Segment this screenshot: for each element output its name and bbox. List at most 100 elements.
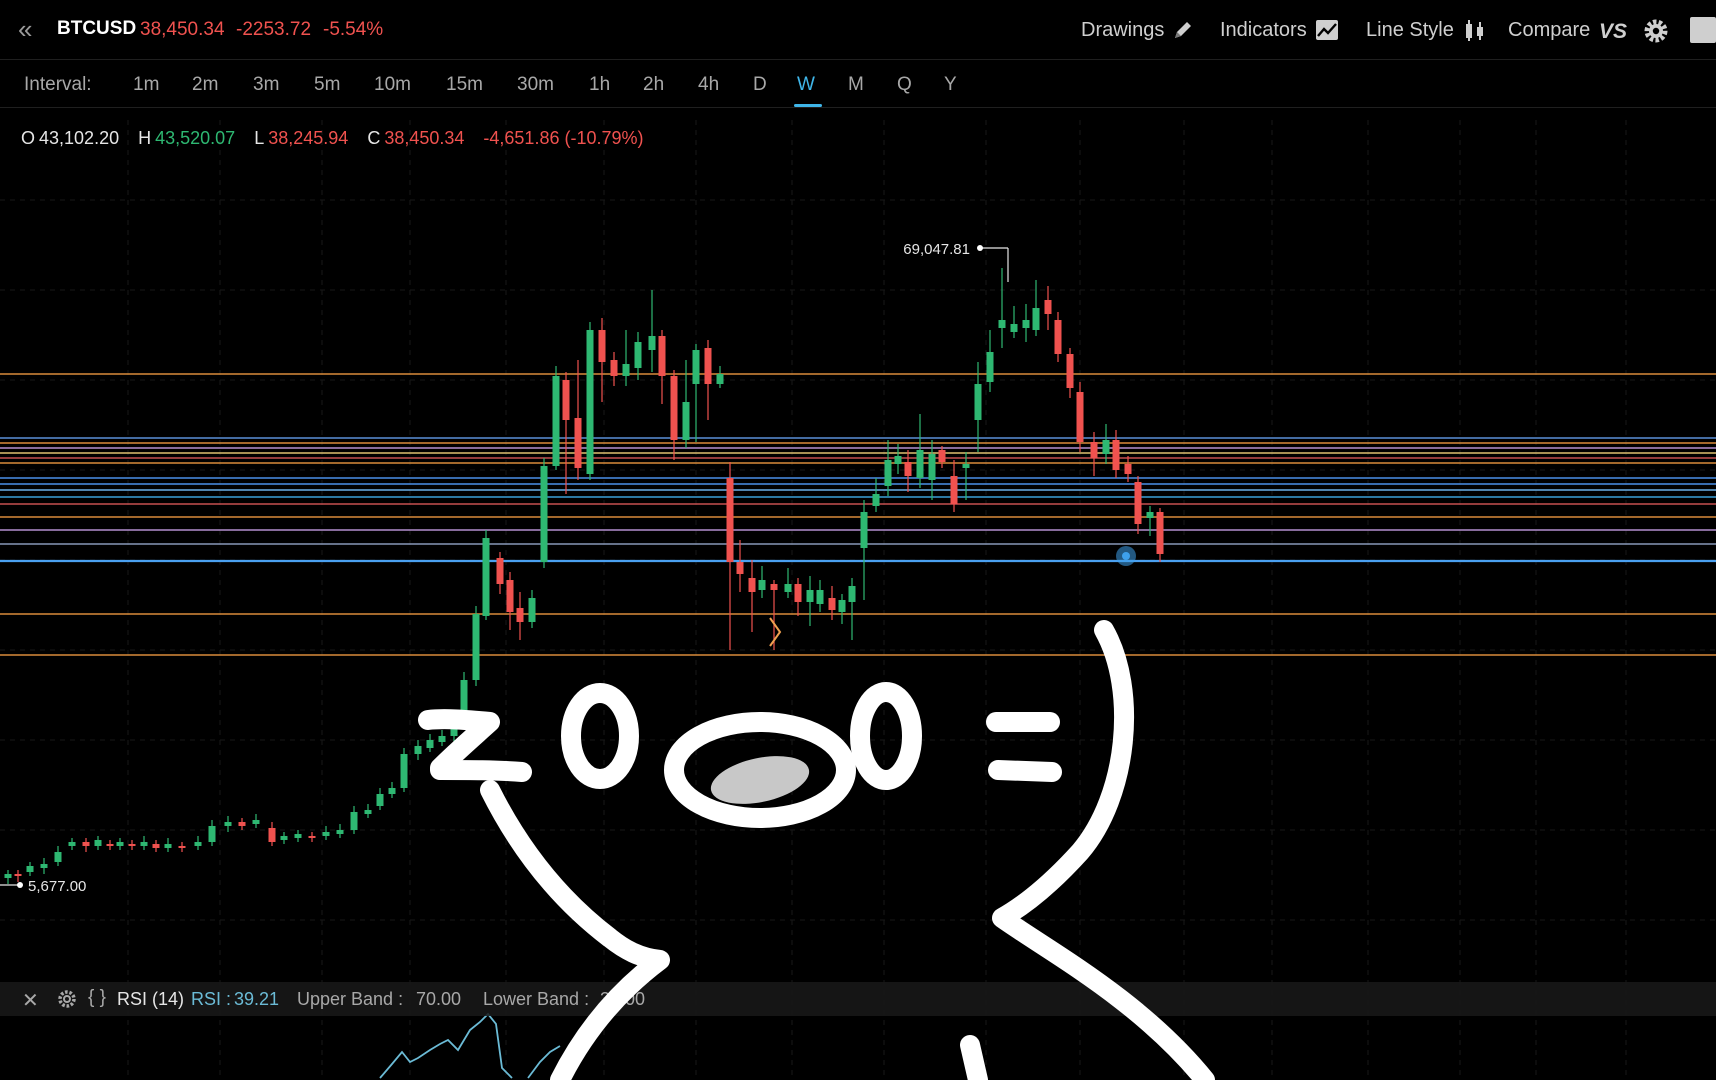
interval-1m[interactable]: 1m [133, 74, 160, 95]
candle-up [860, 500, 868, 600]
candle-down [938, 446, 946, 468]
candle-up [894, 444, 902, 474]
interval-4h[interactable]: 4h [698, 74, 720, 95]
interval-2m[interactable]: 2m [192, 74, 219, 95]
candle-up [450, 710, 458, 742]
lower-band-value: 30.00 [600, 989, 646, 1009]
interval-30m[interactable]: 30m [517, 74, 554, 95]
line-style-button[interactable]: Line Style [1366, 16, 1486, 44]
candle-down [770, 580, 778, 650]
open-label: O [21, 128, 36, 148]
candle-down [828, 586, 836, 620]
candle-up [294, 830, 302, 842]
candle-up [4, 870, 12, 884]
candle-up [26, 862, 34, 876]
candle-up [962, 452, 970, 500]
candle-up [552, 366, 560, 470]
candle-up [472, 606, 480, 686]
ohlc-readout: O 43,102.20 H 43,520.07 L 38,245.94 C 38,450… [21, 128, 648, 149]
interval-y[interactable]: Y [944, 74, 957, 95]
candle-up [758, 566, 766, 598]
interval-bar: Interval: 1m 2m 3m 5m 10m 15m 30m 1h 2h … [0, 60, 1716, 108]
candle-up [350, 806, 358, 834]
candle-down [128, 840, 136, 850]
indicators-button[interactable]: Indicators [1220, 16, 1339, 44]
candle-up [460, 672, 468, 722]
candle-up [1010, 306, 1018, 338]
candle-down [1076, 382, 1084, 452]
compare-button[interactable]: Compare VS [1508, 16, 1628, 44]
candle-down [1044, 286, 1052, 330]
candle-up [528, 590, 536, 628]
high-annotation-label: 69,047.81 [903, 241, 970, 258]
candle-down [1112, 430, 1120, 478]
drawings-label: Drawings [1081, 18, 1165, 41]
candle-up [438, 730, 446, 746]
interval-1h[interactable]: 1h [589, 74, 611, 95]
candle-down [950, 460, 958, 512]
candle-up [648, 290, 656, 372]
crosshair-marker [1116, 546, 1136, 566]
candlestick-series [4, 268, 1164, 884]
code-braces-icon[interactable]: { } [88, 987, 106, 1008]
candle-up [986, 330, 994, 392]
candle-up [682, 360, 690, 448]
symbol-name[interactable]: BTCUSD [57, 18, 137, 39]
candle-up [622, 330, 630, 386]
interval-2h[interactable]: 2h [643, 74, 665, 95]
top-bar: « BTCUSD 38,450.34 -2253.72 -5.54% Drawi… [0, 0, 1716, 60]
low-annotation: 5,677.00 [0, 878, 86, 895]
candle-up [400, 748, 408, 792]
line-style-label: Line Style [1366, 18, 1454, 41]
indicators-label: Indicators [1220, 18, 1307, 41]
high-annotation: 69,047.81 [903, 241, 1009, 282]
candle-down [506, 572, 514, 630]
gear-icon[interactable] [1643, 18, 1669, 44]
drawings-button[interactable]: Drawings [1081, 16, 1194, 44]
close-icon[interactable]: ✕ [22, 990, 39, 1012]
rsi-line-right [527, 1045, 561, 1079]
interval-w[interactable]: W [797, 74, 815, 95]
interval-3m[interactable]: 3m [253, 74, 280, 95]
candle-up [40, 858, 48, 874]
candle-down [598, 318, 606, 402]
gear-icon[interactable] [57, 989, 77, 1009]
upper-band-value: 70.00 [416, 989, 462, 1009]
interval-10m[interactable]: 10m [374, 74, 411, 95]
candle-up [280, 832, 288, 844]
candle-down [496, 552, 504, 594]
low-annotation-label: 5,677.00 [28, 878, 86, 895]
candle-up [928, 440, 936, 500]
candle-up [838, 594, 846, 624]
rsi-title: RSI (14) [117, 989, 185, 1009]
candle-up [916, 414, 924, 488]
low-label: L [254, 128, 265, 148]
interval-m[interactable]: M [848, 74, 864, 95]
candle-down [106, 840, 114, 850]
chart-grid [0, 120, 1716, 1080]
square-icon[interactable] [1690, 17, 1716, 43]
high-value: 43,520.07 [155, 128, 236, 148]
interval-5m[interactable]: 5m [314, 74, 341, 95]
candle-up [364, 804, 372, 818]
candle-down [1134, 476, 1142, 534]
candle-up [1022, 304, 1030, 342]
interval-q[interactable]: Q [897, 74, 912, 95]
pencil-icon [1175, 22, 1192, 38]
double-chevron-left-icon[interactable]: « [18, 14, 33, 44]
candle-down [794, 578, 802, 616]
candle-up [68, 838, 76, 850]
candle-down [748, 560, 756, 632]
close-label: C [367, 128, 381, 148]
candle-down [82, 838, 90, 852]
interval-15m[interactable]: 15m [446, 74, 483, 95]
candle-up [482, 530, 490, 620]
interval-d[interactable]: D [753, 74, 767, 95]
ohlc-change: -4,651.86 (-10.79%) [483, 128, 644, 148]
candle-up [224, 816, 232, 832]
candle-up [54, 846, 62, 866]
price-chart[interactable]: 69,047.81 5,677.00 [0, 108, 1716, 1080]
interval-label: Interval: [24, 74, 92, 95]
candle-up [388, 782, 396, 798]
rsi-line [379, 1012, 513, 1079]
